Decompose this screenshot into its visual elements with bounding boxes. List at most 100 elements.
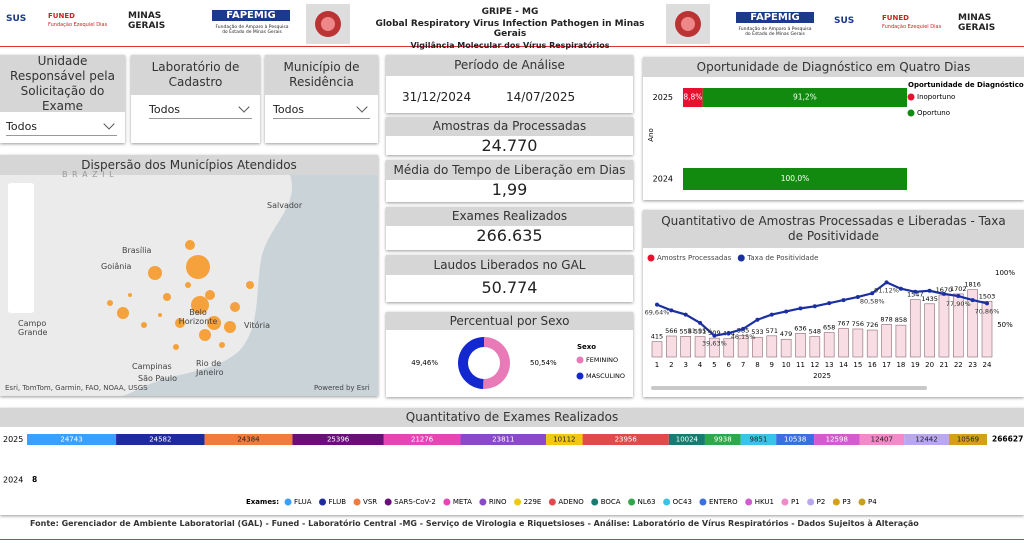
bar-segment xyxy=(383,434,461,445)
bar-segment xyxy=(814,434,860,445)
dropdown[interactable]: Todos xyxy=(273,101,370,119)
legend-marker xyxy=(479,498,487,506)
x-tick-label: 1 xyxy=(655,361,659,369)
legend-label: ENTERO xyxy=(709,498,738,506)
bar xyxy=(680,336,691,358)
footer: Fonte: Gerenciador de Ambiente Laborator… xyxy=(30,519,919,528)
period-card: Período de Análise 31/12/2024 14/07/2025 xyxy=(386,55,633,113)
logo-funed-sub: Fundação Ezequiel Dias xyxy=(882,24,942,30)
map-powered[interactable]: Powered by Esri xyxy=(314,384,370,392)
data-label: 858 xyxy=(895,316,907,324)
bar-segment xyxy=(948,434,987,445)
data-label: 8,8% xyxy=(683,93,702,102)
legend-marker xyxy=(443,498,451,506)
kpi-card: Laudos Liberados no GAL 50.774 xyxy=(386,255,633,302)
x-tick-label: 21 xyxy=(939,361,948,369)
x-tick-label: 4 xyxy=(698,361,703,369)
bar-segment xyxy=(904,434,949,445)
legend-marker xyxy=(663,498,671,506)
line-marker xyxy=(755,317,760,322)
bar-segment xyxy=(204,434,293,445)
legend-marker xyxy=(858,498,866,506)
bar xyxy=(709,337,720,358)
x-tick-label: 14 xyxy=(839,361,848,369)
x-tick-label: 20 xyxy=(925,361,934,369)
kpi-card: Exames Realizados 266.635 xyxy=(386,207,633,250)
exams-card: Quantitativo de Exames Realizados 2025 24… xyxy=(0,408,1024,515)
legend-marker xyxy=(745,498,753,506)
line xyxy=(656,281,988,337)
legend-marker xyxy=(319,498,327,506)
line-label: 69,64% xyxy=(645,309,670,317)
data-label: 1702 xyxy=(950,285,967,293)
data-label: 551 xyxy=(694,328,706,336)
data-label: 571 xyxy=(766,327,778,335)
data-label: 24582 xyxy=(149,436,171,444)
line-marker xyxy=(784,309,789,314)
data-label: 756 xyxy=(852,320,864,328)
date-start[interactable]: 31/12/2024 xyxy=(402,90,472,104)
bar-segment xyxy=(704,434,741,445)
legend-marker xyxy=(647,254,655,262)
map-place: Rio de Janeiro xyxy=(196,359,224,377)
legend-marker xyxy=(907,93,915,101)
y-axis-label: Ano xyxy=(647,128,655,142)
bar xyxy=(953,293,964,358)
data-label: 9938 xyxy=(714,436,732,444)
filter-label: Unidade Responsável pela Solicitação do … xyxy=(0,54,125,113)
bar-chart: 2025 8,8% 91,2% 2024 100,0% Ano Oportunidade d… xyxy=(647,81,1024,190)
bar xyxy=(838,328,849,358)
chart-title: Quantitativo de Amostras Processadas e L… xyxy=(643,210,1024,248)
data-label: 767 xyxy=(837,320,849,328)
data-label: 1547 xyxy=(907,291,924,299)
legend-label: MASCULINO xyxy=(586,372,625,380)
data-label: 548 xyxy=(809,328,821,336)
logo-fapemig-sub: Fundação de Amparo à Pesquisa do Estado … xyxy=(215,25,289,35)
logo-sus: SUS xyxy=(834,16,855,26)
combo-chart: 100% 50% Amostrs Processadas Taxa de Positi… xyxy=(645,254,1015,390)
legend-label: P2 xyxy=(817,498,826,506)
date-end[interactable]: 14/07/2025 xyxy=(506,90,576,104)
total-label: 266627 xyxy=(992,435,1023,444)
data-label: 10538 xyxy=(784,436,806,444)
line-marker xyxy=(798,306,803,311)
bar-segment xyxy=(740,434,777,445)
legend-title: Oportunidade de Diagnóstico xyxy=(908,81,1024,89)
logo-funed-sub: Fundação Ezequiel Dias xyxy=(48,22,108,28)
map-toolbar[interactable] xyxy=(8,183,34,313)
bar-segment xyxy=(460,434,547,445)
bar-segment xyxy=(582,434,669,445)
y-tick-label: 2024 xyxy=(3,476,23,485)
line-marker xyxy=(841,298,846,303)
footer-line xyxy=(0,539,1024,540)
x-tick-label: 7 xyxy=(741,361,745,369)
x-tick-label: 6 xyxy=(727,361,732,369)
samples-card: Quantitativo de Amostras Processadas e L… xyxy=(643,210,1024,397)
data-label: 566 xyxy=(665,327,677,335)
bar xyxy=(809,336,821,358)
bar-segment xyxy=(27,434,117,445)
bar-segment xyxy=(683,88,703,107)
kpi-card: Média do Tempo de Liberação em Dias 1,99 xyxy=(386,160,633,202)
bar-segment xyxy=(776,434,815,445)
bar xyxy=(737,335,749,358)
data-label: 10112 xyxy=(553,436,575,444)
bar xyxy=(694,336,706,358)
dropdown[interactable]: Todos xyxy=(149,101,252,119)
data-label: 12407 xyxy=(871,436,893,444)
legend-marker xyxy=(832,498,840,506)
scrollbar[interactable] xyxy=(651,386,927,390)
data-label: 658 xyxy=(823,324,835,332)
title: GRIPE - MG xyxy=(481,7,539,17)
kpi-label: Amostras da Processadas xyxy=(386,117,633,136)
header: SUS FUNED Fundação Ezequiel Dias MINAS G… xyxy=(0,0,1024,50)
total-label: 8 xyxy=(32,475,37,484)
x-tick-label: 12 xyxy=(810,361,819,369)
map-attribution: Esri, TomTom, Garmin, FAO, NOAA, USGS xyxy=(5,384,148,392)
data-label: 25396 xyxy=(327,436,350,444)
kpi-label: Laudos Liberados no GAL xyxy=(386,255,633,275)
map[interactable] xyxy=(0,175,378,396)
dropdown[interactable]: Todos xyxy=(6,118,117,136)
bar xyxy=(895,324,907,358)
